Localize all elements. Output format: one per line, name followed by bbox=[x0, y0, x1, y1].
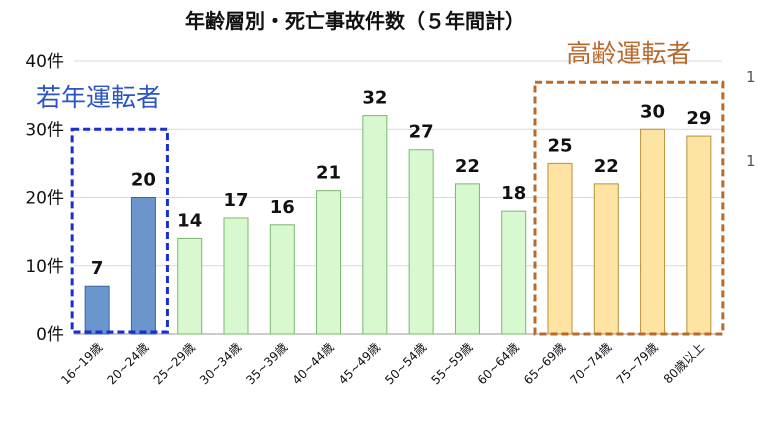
gridlines bbox=[74, 60, 722, 335]
x-tick-label: 50~54歳 bbox=[382, 340, 429, 387]
y-tick-label: 40件 bbox=[25, 52, 64, 72]
bar bbox=[408, 149, 434, 335]
y-axis-ticks: 0件 10件 20件 30件 40件 bbox=[25, 52, 64, 345]
x-tick-label: 25~29歳 bbox=[151, 340, 198, 387]
data-labels: 7 20 14 17 16 21 32 27 22 18 25 22 30 29 bbox=[91, 88, 712, 280]
bar bbox=[640, 128, 666, 335]
clipped-axis-char: 1 bbox=[746, 68, 756, 86]
bar bbox=[454, 183, 480, 335]
x-tick-label: 20~24歳 bbox=[104, 340, 151, 387]
data-label: 17 bbox=[223, 190, 248, 211]
data-label: 7 bbox=[91, 258, 104, 279]
bars bbox=[84, 115, 712, 335]
y-tick-label: 10件 bbox=[25, 257, 64, 277]
bar bbox=[223, 217, 249, 335]
x-tick-label: 75~79歳 bbox=[614, 340, 661, 387]
bar bbox=[130, 197, 156, 335]
bar bbox=[177, 237, 203, 335]
x-tick-label: 55~59歳 bbox=[428, 340, 475, 387]
clipped-right-axis: 11 bbox=[746, 68, 756, 170]
data-label: 18 bbox=[501, 183, 526, 204]
bar bbox=[362, 115, 388, 335]
bar bbox=[269, 224, 295, 335]
group-label: 若年運転者 bbox=[36, 83, 161, 112]
bar bbox=[501, 210, 527, 335]
data-label: 27 bbox=[409, 122, 434, 143]
group-boxes: 若年運転者 高齢運転者 bbox=[36, 39, 725, 336]
data-label: 20 bbox=[131, 170, 156, 191]
clipped-axis-char: 1 bbox=[746, 152, 756, 170]
x-tick-label: 60~64歳 bbox=[475, 340, 522, 387]
x-tick-label: 45~49歳 bbox=[336, 340, 383, 387]
bar bbox=[686, 135, 712, 335]
data-label: 22 bbox=[455, 156, 480, 177]
data-label: 22 bbox=[594, 156, 619, 177]
data-label: 30 bbox=[640, 101, 665, 122]
bar bbox=[316, 190, 342, 335]
x-axis-ticks: 16~19歳 20~24歳 25~29歳 30~34歳 35~39歳 40~44歳 45~4… bbox=[58, 340, 707, 387]
bar bbox=[593, 183, 619, 335]
x-tick-label: 80歳以上 bbox=[661, 340, 707, 386]
data-label: 16 bbox=[270, 197, 295, 218]
y-tick-label: 30件 bbox=[25, 120, 64, 140]
y-tick-label: 20件 bbox=[25, 189, 64, 209]
group-box bbox=[70, 127, 169, 334]
x-tick-label: 40~44歳 bbox=[290, 340, 337, 387]
data-label: 32 bbox=[362, 88, 387, 109]
data-label: 14 bbox=[177, 210, 202, 231]
data-label: 29 bbox=[686, 108, 711, 129]
data-label: 21 bbox=[316, 163, 341, 184]
group-label: 高齢運転者 bbox=[566, 39, 691, 68]
x-tick-label: 30~34歳 bbox=[197, 340, 244, 387]
bar bbox=[84, 285, 110, 335]
chart-title: 年齢層別・死亡事故件数（５年間計） bbox=[185, 9, 525, 33]
x-tick-label: 65~69歳 bbox=[521, 340, 568, 387]
x-tick-label: 16~19歳 bbox=[58, 340, 105, 387]
y-tick-label: 0件 bbox=[36, 325, 64, 345]
bar bbox=[547, 162, 573, 335]
group-box bbox=[533, 80, 725, 336]
x-tick-label: 70~74歳 bbox=[567, 340, 614, 387]
data-label: 25 bbox=[547, 135, 572, 156]
x-tick-label: 35~39歳 bbox=[243, 340, 290, 387]
